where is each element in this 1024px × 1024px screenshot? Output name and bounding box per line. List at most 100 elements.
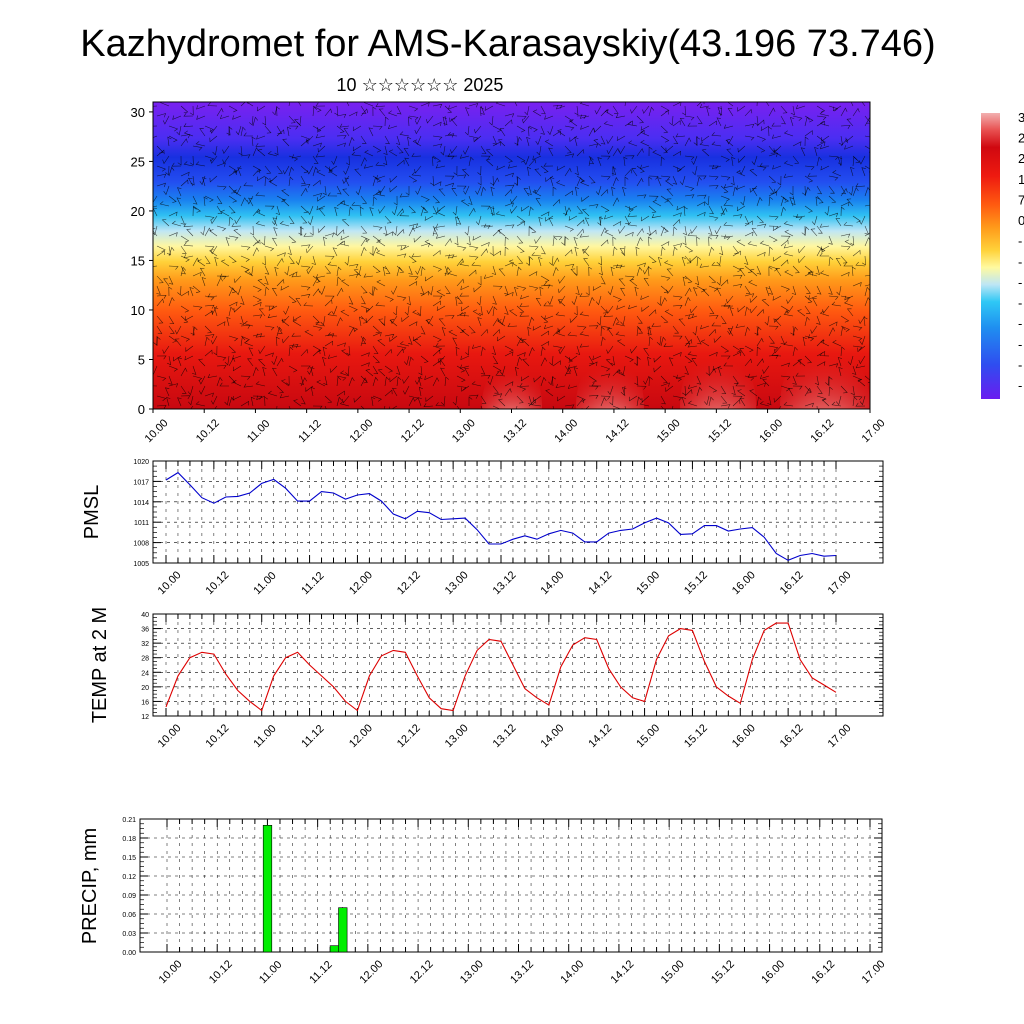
wind-barb [468,135,479,141]
wind-barb [199,175,206,186]
wind-barb [525,255,530,266]
wind-barb [723,302,734,307]
wind-barb [216,195,223,204]
wind-barb [264,265,270,275]
wind-barb [312,325,323,331]
wind-barb [258,345,266,355]
wind-barb [574,136,579,147]
wind-barb [727,102,734,107]
wind-barb [180,290,190,297]
section-xtick-label: 13.12 [501,417,529,445]
colorbar-label: 7 [1018,192,1024,207]
wind-barb [519,312,530,317]
wind-barb [183,254,194,259]
wind-barb [759,374,770,380]
wind-barb [620,365,626,376]
wind-barb [403,148,410,157]
wind-barb [432,155,442,163]
wind-barb [705,365,710,376]
wind-barb [599,216,604,227]
wind-barb [788,387,794,397]
wind-barb [618,278,626,287]
pmsl-xtick-label: 16.12 [778,569,806,597]
wind-barb [656,335,662,346]
wind-barb [352,145,362,152]
wind-barb [378,108,386,117]
wind-barb [696,176,702,187]
wind-barb [204,325,212,334]
wind-barb [765,287,770,297]
wind-barb [480,145,487,154]
wind-barb [528,245,539,251]
wind-barb [444,175,455,180]
wind-barb [389,175,398,183]
wind-barb [228,235,239,241]
wind-barb [384,365,394,373]
wind-barb [711,141,722,147]
wind-barb [816,350,826,357]
wind-barb [497,229,506,237]
wind-barb [432,103,443,109]
wind-barb [490,186,495,197]
wind-barb [180,215,186,225]
wind-barb [348,376,355,387]
wind-barb [508,259,518,267]
wind-barb [790,325,795,336]
wind-barb [828,295,839,300]
wind-barb [271,355,278,366]
wind-barb [660,315,669,324]
wind-barb [329,365,338,373]
wind-barb [744,306,750,317]
wind-barb [233,305,242,313]
wind-barb [243,383,254,388]
section-xtick-label: 16.00 [757,417,785,445]
wind-barb [465,107,470,117]
wind-barb [248,265,254,276]
wind-barb [418,386,424,397]
wind-barb [528,271,538,277]
wind-barb [424,215,434,221]
temp-xtick-label: 10.12 [203,722,231,750]
wind-barb [648,146,653,157]
wind-barb [711,322,722,327]
wind-barb [696,102,705,107]
wind-barb [268,179,278,187]
wind-barb [232,115,242,120]
wind-barb [435,164,446,169]
wind-barb [582,248,590,257]
wind-barb [153,135,158,138]
wind-barb [689,255,698,263]
wind-barb [672,135,679,145]
pmsl-ytick-label: 1014 [133,500,149,507]
wind-barb [660,109,669,117]
wind-barb [213,345,218,356]
wind-barb [627,221,638,227]
wind-barb [456,185,467,190]
wind-barb [180,171,190,177]
wind-barb [567,384,578,389]
wind-barb [456,278,465,287]
wind-barb [464,225,470,236]
wind-barb [156,245,166,253]
wind-barb [576,228,585,237]
wind-barb [240,400,250,407]
section-xtick-label: 11.00 [245,418,272,445]
wind-barb [323,375,328,386]
wind-barb [432,205,438,215]
precip-bar [329,945,340,953]
wind-barb [804,271,814,277]
wind-barb [360,305,371,312]
wind-barb [267,390,278,397]
wind-barb [348,264,359,269]
wind-barb [315,102,326,107]
wind-barb [708,225,713,235]
wind-barb [504,119,513,127]
wind-barb [744,135,755,141]
temp-xtick-label: 16.12 [778,722,806,750]
wind-barb [696,175,707,180]
wind-barb [283,305,290,315]
wind-barb [600,365,611,372]
wind-barb [642,265,650,275]
wind-barb [360,362,370,367]
